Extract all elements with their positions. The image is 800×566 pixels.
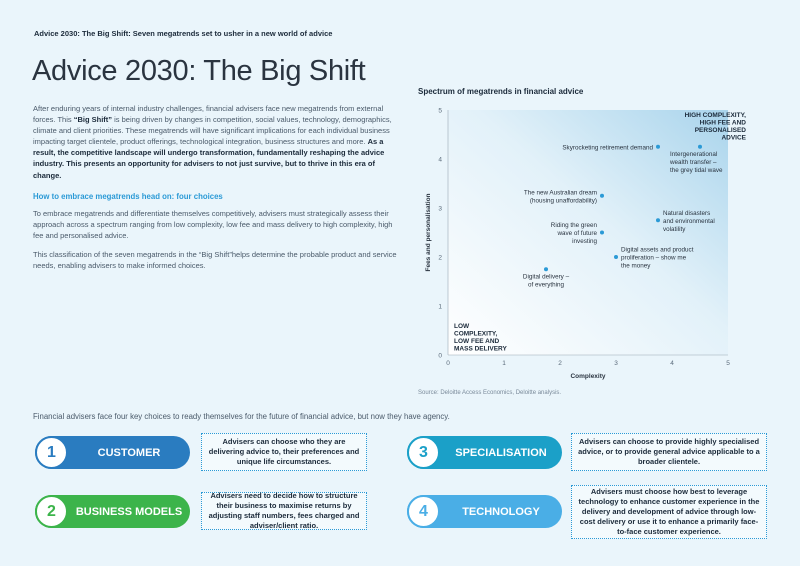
data-point [656, 144, 660, 149]
chart-source: Source: Deloitte Access Economics, Deloi… [418, 390, 562, 396]
data-point-label: Digital assets and product [621, 247, 694, 254]
choice-description: Advisers can choose who they are deliver… [201, 433, 367, 471]
choice-label: CUSTOMER [97, 446, 161, 459]
choice-pill-specialisation: 3 SPECIALISATION [407, 436, 562, 469]
intro-text-c: is being driven by changes in competitio… [33, 115, 392, 147]
choice-number: 3 [407, 436, 440, 469]
classification-paragraph: This classification of the seven megatre… [33, 250, 397, 271]
approach-paragraph: To embrace megatrends and differentiate … [33, 209, 393, 241]
data-point [656, 218, 660, 223]
data-point [544, 267, 548, 272]
x-tick-label: 5 [726, 360, 730, 367]
choice-description: Advisers must choose how best to leverag… [571, 485, 767, 539]
x-tick-label: 0 [446, 360, 450, 367]
data-point-label: of everything [528, 281, 565, 288]
choice-pill-business-models: 2 BUSINESS MODELS [35, 495, 190, 528]
data-point-label: Skyrocketing retirement demand [562, 144, 653, 151]
data-point [614, 255, 618, 259]
x-axis-label: Complexity [570, 373, 605, 380]
x-tick-label: 2 [558, 360, 562, 367]
x-tick-label: 4 [670, 360, 674, 367]
corner-label-high: HIGH COMPLEXITY, [685, 112, 747, 119]
data-point-label: the grey tidal wave [670, 167, 723, 174]
intro-paragraph: After enduring years of internal industr… [33, 103, 399, 181]
data-point [698, 144, 702, 149]
how-heading: How to embrace megatrends head on: four … [33, 192, 223, 201]
data-point-label: (housing unaffordability) [530, 197, 597, 204]
megatrends-scatter-chart: 0 1 2 3 4 5 0 1 2 3 4 5 Complexity Fees and personali… [425, 108, 747, 381]
choice-pill-technology: 4 TECHNOLOGY [407, 495, 562, 528]
data-point-label: Natural disasters [663, 210, 710, 217]
plot-background [448, 110, 728, 355]
y-tick-label: 1 [438, 304, 442, 311]
header-subtitle: Advice 2030: The Big Shift: Seven megatr… [34, 29, 333, 38]
data-point-label: investing [572, 238, 597, 245]
choice-number: 4 [407, 495, 440, 528]
data-point-label: proliferation – show me [621, 255, 687, 262]
data-point-label: Riding the green [551, 222, 598, 229]
y-tick-label: 2 [438, 255, 442, 262]
choices-intro: Financial advisers face four key choices… [33, 412, 450, 421]
x-tick-label: 1 [502, 360, 506, 367]
data-point [600, 230, 604, 235]
intro-text-b: “Big Shift” [73, 115, 113, 125]
y-tick-label: 5 [438, 108, 442, 115]
choice-number: 2 [35, 495, 68, 528]
corner-label-high: ADVICE [721, 135, 746, 142]
choice-label: SPECIALISATION [455, 446, 547, 459]
choice-description: Advisers need to decide how to structure… [201, 491, 367, 530]
data-point-label: wave of future [556, 230, 597, 237]
data-point-label: the money [621, 263, 651, 270]
y-tick-label: 0 [438, 353, 442, 360]
data-point-label: The new Australian dream [524, 189, 597, 196]
data-point-label: wealth transfer – [669, 159, 717, 166]
choice-number: 1 [35, 436, 68, 469]
data-point [600, 193, 604, 198]
intro-text-d: As a result, the competitive landscape w… [33, 137, 385, 180]
data-point-label: volatility [663, 226, 686, 233]
chart-title: Spectrum of megatrends in financial advi… [418, 87, 584, 96]
intro-text-a: After enduring years of internal industr… [33, 104, 384, 125]
data-point-label: and environmental [663, 218, 715, 225]
corner-label-low: COMPLEXITY, [454, 331, 498, 338]
y-axis-label: Fees and personalisation [425, 193, 432, 271]
corner-label-high: PERSONALISED [695, 127, 747, 134]
page-title: Advice 2030: The Big Shift [32, 55, 366, 87]
choice-description: Advisers can choose to provide highly sp… [571, 433, 767, 471]
choice-label: BUSINESS MODELS [75, 505, 183, 518]
x-tick-label: 3 [614, 360, 618, 367]
y-tick-label: 3 [438, 206, 442, 213]
choice-pill-customer: 1 CUSTOMER [35, 436, 190, 469]
corner-label-high: HIGH FEE AND [700, 120, 747, 127]
y-tick-label: 4 [438, 157, 442, 164]
corner-label-low: MASS DELIVERY [454, 346, 508, 353]
data-point-label: Intergenerational [670, 151, 717, 158]
data-point-label: Digital delivery – [523, 273, 570, 280]
choice-label: TECHNOLOGY [462, 505, 540, 518]
corner-label-low: LOW FEE AND [454, 338, 500, 345]
corner-label-low: LOW [454, 323, 470, 330]
